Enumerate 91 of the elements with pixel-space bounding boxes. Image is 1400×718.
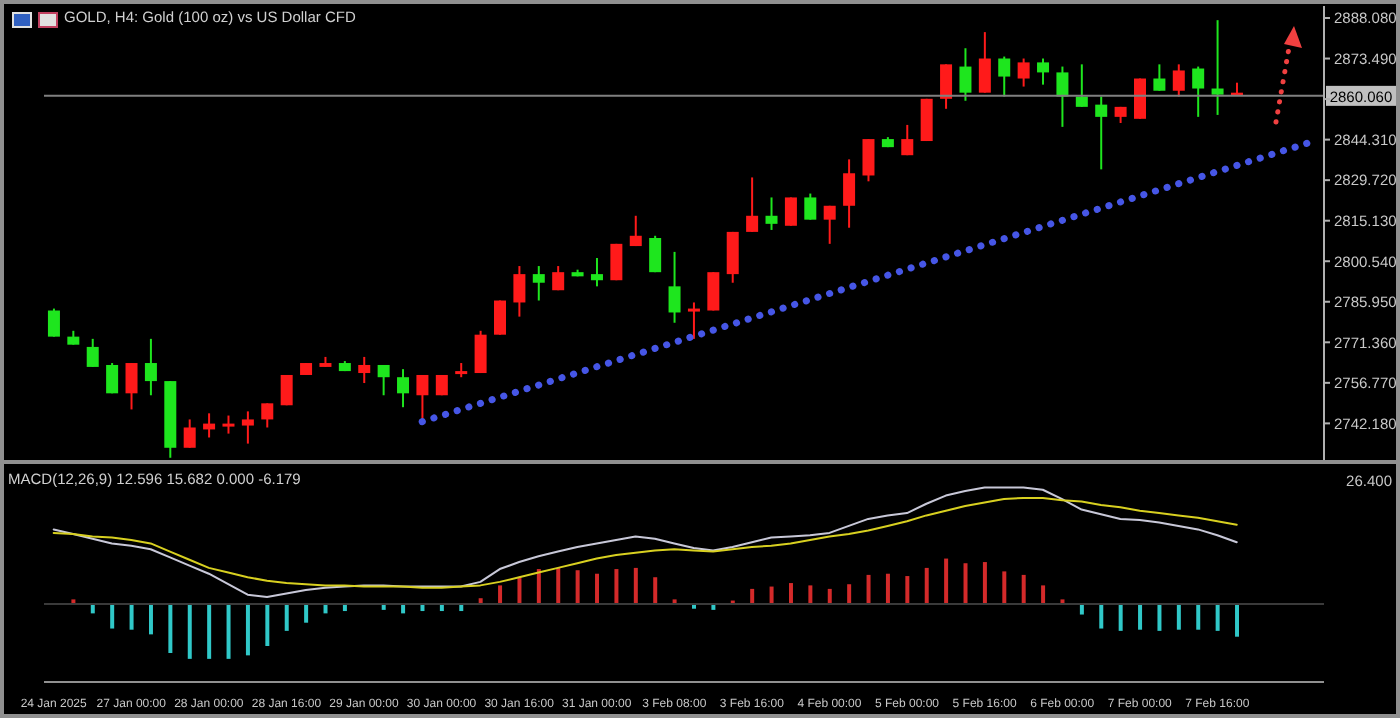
candlestick bbox=[668, 250, 681, 324]
bar bbox=[187, 604, 192, 659]
bar bbox=[866, 574, 871, 605]
bar bbox=[944, 558, 949, 605]
bar bbox=[1138, 604, 1143, 630]
candlestick bbox=[106, 362, 119, 395]
candlestick bbox=[998, 55, 1011, 98]
bar bbox=[1176, 604, 1181, 630]
bar bbox=[1235, 604, 1240, 637]
bar bbox=[498, 585, 503, 605]
candlestick bbox=[862, 138, 875, 183]
bar bbox=[924, 567, 929, 605]
candlestick bbox=[823, 204, 836, 245]
bar bbox=[595, 573, 600, 605]
bar bbox=[245, 604, 250, 656]
candlestick bbox=[1075, 63, 1088, 108]
candlestick bbox=[1056, 65, 1069, 128]
candlestick bbox=[687, 301, 700, 340]
bar bbox=[808, 585, 813, 605]
candlestick bbox=[978, 31, 991, 94]
candlestick bbox=[494, 299, 506, 336]
candlestick bbox=[377, 363, 390, 397]
candlestick bbox=[144, 337, 157, 397]
candlestick bbox=[241, 410, 254, 445]
candlestick bbox=[590, 257, 603, 288]
candlestick bbox=[746, 176, 759, 233]
bar bbox=[168, 604, 173, 654]
bar bbox=[847, 584, 852, 605]
bar bbox=[1079, 604, 1084, 615]
candlestick bbox=[959, 47, 972, 102]
bar bbox=[226, 604, 231, 659]
candlestick bbox=[125, 362, 138, 411]
bar bbox=[536, 569, 541, 605]
bar bbox=[129, 604, 134, 630]
candlestick bbox=[649, 234, 662, 274]
candlestick bbox=[707, 271, 720, 312]
bar bbox=[1041, 585, 1046, 605]
bar bbox=[750, 588, 755, 605]
bar bbox=[905, 576, 910, 605]
bar bbox=[148, 604, 153, 635]
candlestick bbox=[1211, 19, 1224, 116]
bar bbox=[575, 570, 580, 605]
bar bbox=[265, 604, 270, 647]
candlestick bbox=[629, 214, 642, 248]
candlestick bbox=[416, 373, 429, 421]
bar bbox=[1002, 571, 1007, 605]
candlestick bbox=[784, 196, 797, 227]
bar bbox=[633, 567, 638, 605]
bar bbox=[284, 604, 289, 631]
candlestick bbox=[901, 123, 914, 157]
candlestick bbox=[1172, 63, 1185, 98]
bar bbox=[517, 577, 522, 605]
candlestick bbox=[1017, 57, 1030, 88]
bar bbox=[769, 586, 774, 605]
bar bbox=[1157, 604, 1162, 631]
candlestick bbox=[358, 355, 371, 385]
candlestick bbox=[222, 414, 235, 435]
candlestick bbox=[1095, 95, 1108, 171]
candlestick bbox=[1037, 57, 1050, 86]
candlestick bbox=[397, 368, 410, 409]
bar bbox=[1196, 604, 1201, 630]
bar bbox=[110, 604, 115, 629]
bar bbox=[982, 562, 987, 605]
candlestick bbox=[86, 337, 99, 368]
bar bbox=[885, 573, 890, 605]
bar bbox=[1215, 604, 1220, 631]
bar bbox=[963, 563, 968, 605]
candlestick bbox=[552, 265, 565, 292]
bar bbox=[1021, 574, 1026, 605]
bar bbox=[788, 583, 793, 605]
candlestick bbox=[261, 402, 274, 429]
bar bbox=[304, 604, 309, 623]
candlestick bbox=[1192, 65, 1205, 118]
candlestick bbox=[513, 265, 526, 318]
candlestick bbox=[940, 63, 953, 110]
bar bbox=[1118, 604, 1123, 631]
candlestick bbox=[843, 158, 856, 229]
candlestick bbox=[765, 196, 778, 231]
bar bbox=[207, 604, 212, 659]
candlestick bbox=[1153, 63, 1166, 92]
candlestick bbox=[726, 230, 739, 284]
bar bbox=[614, 569, 619, 605]
candlestick bbox=[532, 265, 545, 302]
candlestick bbox=[474, 329, 487, 375]
bar bbox=[556, 567, 561, 605]
bar bbox=[1099, 604, 1104, 629]
bar bbox=[827, 588, 832, 605]
candlestick bbox=[804, 192, 817, 221]
candlestick bbox=[47, 307, 60, 338]
bar bbox=[653, 577, 658, 605]
candlestick bbox=[183, 418, 196, 449]
